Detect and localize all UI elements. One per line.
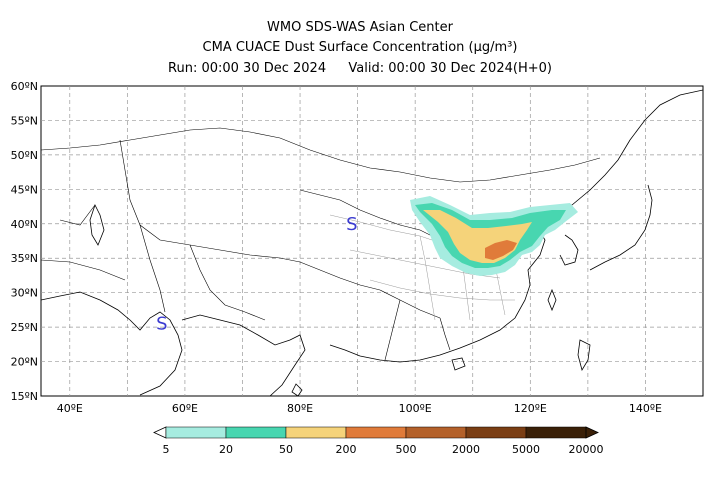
colorbar-label: 20000: [569, 443, 604, 456]
colorbar-segment: [465, 426, 527, 439]
map-frame: [40, 85, 704, 397]
dust-contours: [410, 196, 578, 276]
lon-label: 80ºE: [287, 402, 313, 415]
valid-time: Valid: 00:00 30 Dec 2024(H+0): [348, 61, 552, 76]
latitude-labels: 60ºN 55ºN 50ºN 45ºN 40ºN 35ºN 30ºN 25ºN 20ºN 15ºN: [11, 80, 38, 403]
colorbar-label: 200: [336, 443, 357, 456]
colorbar-label: 5000: [512, 443, 540, 456]
run-time: Run: 00:00 30 Dec 2024: [168, 61, 327, 76]
lon-label: 60ºE: [172, 402, 198, 415]
dust-source-marker: S: [346, 214, 357, 235]
colorbar: 5 20 50 200 500 2000 5000 20000: [153, 426, 604, 456]
colorbar-arrow-low: [153, 426, 167, 439]
lat-label: 35ºN: [11, 252, 38, 265]
colorbar-segment: [405, 426, 467, 439]
lat-label: 40ºN: [11, 218, 38, 231]
colorbar-label: 5: [163, 443, 170, 456]
lon-label: 40ºE: [57, 402, 83, 415]
lat-label: 55ºN: [11, 114, 38, 127]
lat-label: 15ºN: [11, 390, 38, 403]
colorbar-arrow-high: [585, 426, 599, 439]
marker-layer: SS: [156, 214, 357, 335]
lat-label: 25ºN: [11, 321, 38, 334]
colorbar-segment: [165, 426, 227, 439]
colorbar-segment: [345, 426, 407, 439]
lat-label: 50ºN: [11, 149, 38, 162]
colorbar-label: 20: [219, 443, 233, 456]
lat-label: 60ºN: [11, 80, 38, 93]
colorbar-label: 500: [396, 443, 417, 456]
subtitle-text: CMA CUACE Dust Surface Concentration (μg…: [202, 40, 518, 55]
run-valid-line: Run: 00:00 30 Dec 2024 Valid: 00:00 30 D…: [0, 61, 720, 76]
lon-label: 120ºE: [514, 402, 547, 415]
lon-label: 100ºE: [399, 402, 432, 415]
map-title: WMO SDS-WAS Asian Center: [267, 20, 453, 35]
lat-label: 30ºN: [11, 287, 38, 300]
colorbar-segment: [525, 426, 587, 439]
graticule: [41, 86, 703, 396]
lat-label: 45ºN: [11, 183, 38, 196]
colorbar-label: 50: [279, 443, 293, 456]
lon-label: 140ºE: [629, 402, 662, 415]
colorbar-segment: [225, 426, 287, 439]
dust-source-marker: S: [156, 314, 167, 335]
map-subtitle: CMA CUACE Dust Surface Concentration (μg…: [0, 40, 720, 55]
colorbar-label: 2000: [452, 443, 480, 456]
colorbar-segment: [285, 426, 347, 439]
lat-label: 20ºN: [11, 356, 38, 369]
longitude-labels: 40ºE 60ºE 80ºE 100ºE 120ºE 140ºE: [57, 402, 662, 415]
